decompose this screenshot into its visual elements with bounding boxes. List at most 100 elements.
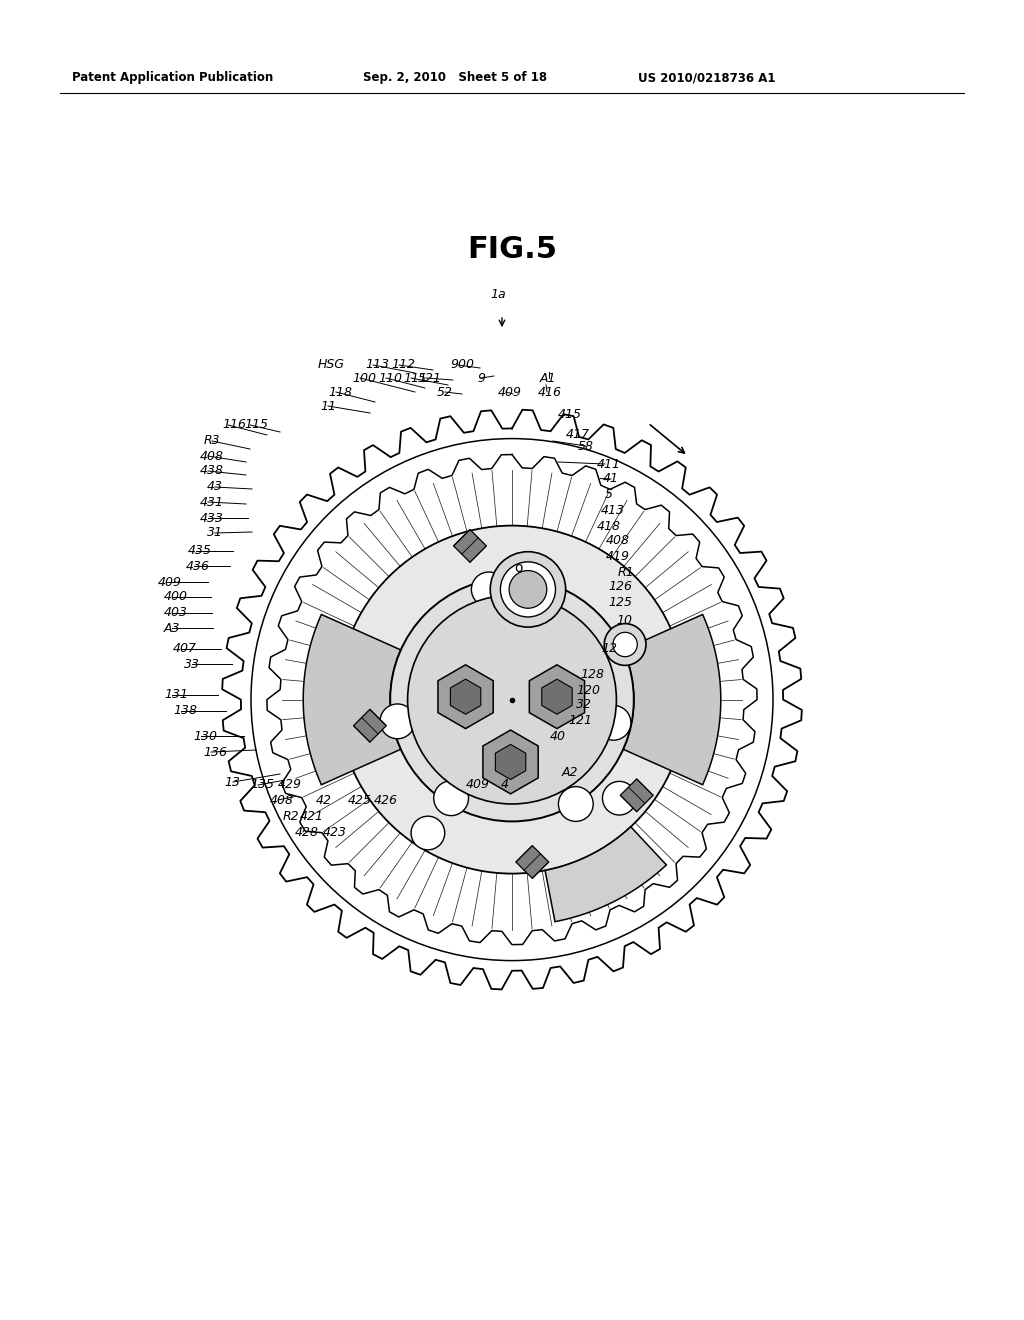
Polygon shape bbox=[303, 614, 400, 785]
Circle shape bbox=[434, 781, 469, 816]
Text: 118: 118 bbox=[328, 385, 352, 399]
Text: 4: 4 bbox=[501, 779, 509, 792]
Text: 409: 409 bbox=[158, 576, 182, 589]
Text: US 2010/0218736 A1: US 2010/0218736 A1 bbox=[638, 71, 775, 84]
Text: 33: 33 bbox=[184, 657, 200, 671]
Text: 135: 135 bbox=[250, 779, 274, 792]
Text: 125: 125 bbox=[608, 595, 632, 609]
Text: 138: 138 bbox=[173, 705, 197, 718]
Text: FIG.5: FIG.5 bbox=[467, 235, 557, 264]
Text: 42: 42 bbox=[316, 793, 332, 807]
Text: 411: 411 bbox=[597, 458, 621, 470]
Text: HSG: HSG bbox=[318, 359, 345, 371]
Text: 1a: 1a bbox=[490, 289, 506, 301]
Text: 425: 425 bbox=[348, 793, 372, 807]
Text: 11: 11 bbox=[319, 400, 336, 412]
Circle shape bbox=[501, 562, 555, 616]
Text: 136: 136 bbox=[203, 746, 227, 759]
Text: A2: A2 bbox=[562, 766, 579, 779]
Polygon shape bbox=[438, 665, 494, 729]
Text: 5: 5 bbox=[605, 488, 613, 502]
Text: 43: 43 bbox=[207, 480, 223, 494]
Polygon shape bbox=[451, 680, 481, 714]
Text: 418: 418 bbox=[597, 520, 621, 532]
Circle shape bbox=[613, 632, 637, 656]
Text: 400: 400 bbox=[164, 590, 188, 603]
Text: 40: 40 bbox=[550, 730, 566, 742]
Text: 116: 116 bbox=[222, 418, 246, 432]
Circle shape bbox=[604, 623, 646, 665]
Text: 423: 423 bbox=[323, 825, 347, 838]
Circle shape bbox=[509, 570, 547, 609]
Text: 110: 110 bbox=[378, 371, 402, 384]
Polygon shape bbox=[454, 529, 486, 562]
Text: 521: 521 bbox=[418, 371, 442, 384]
Text: 409: 409 bbox=[466, 779, 490, 792]
Text: 421: 421 bbox=[300, 809, 324, 822]
Text: 438: 438 bbox=[200, 465, 224, 478]
Text: 32: 32 bbox=[575, 698, 592, 711]
Text: 131: 131 bbox=[164, 689, 188, 701]
Text: 10: 10 bbox=[616, 614, 632, 627]
Text: 413: 413 bbox=[601, 503, 625, 516]
Text: Sep. 2, 2010   Sheet 5 of 18: Sep. 2, 2010 Sheet 5 of 18 bbox=[362, 71, 547, 84]
Polygon shape bbox=[624, 614, 721, 785]
Polygon shape bbox=[483, 730, 539, 793]
Text: 408: 408 bbox=[200, 450, 224, 462]
Circle shape bbox=[490, 552, 565, 627]
Text: 415: 415 bbox=[558, 408, 582, 421]
Circle shape bbox=[251, 438, 773, 961]
Polygon shape bbox=[496, 744, 525, 780]
Text: 111: 111 bbox=[403, 371, 427, 384]
Circle shape bbox=[338, 525, 686, 874]
Text: Patent Application Publication: Patent Application Publication bbox=[72, 71, 273, 84]
Text: 13: 13 bbox=[224, 776, 240, 788]
Text: 100: 100 bbox=[352, 371, 376, 384]
Text: 9: 9 bbox=[477, 371, 485, 384]
Text: 426: 426 bbox=[374, 793, 398, 807]
Text: 417: 417 bbox=[566, 429, 590, 441]
Text: 419: 419 bbox=[606, 549, 630, 562]
Text: 121: 121 bbox=[568, 714, 592, 726]
Text: 431: 431 bbox=[200, 495, 224, 508]
Circle shape bbox=[471, 572, 506, 607]
Text: 130: 130 bbox=[193, 730, 217, 742]
Text: 408: 408 bbox=[270, 793, 294, 807]
Circle shape bbox=[602, 781, 636, 814]
Text: 403: 403 bbox=[164, 606, 188, 619]
Text: R1: R1 bbox=[618, 565, 635, 578]
Text: 428: 428 bbox=[295, 825, 319, 838]
Circle shape bbox=[596, 705, 631, 741]
Polygon shape bbox=[516, 846, 549, 878]
Text: o: o bbox=[514, 561, 522, 576]
Polygon shape bbox=[529, 665, 585, 729]
Text: 115: 115 bbox=[244, 418, 268, 432]
Text: 435: 435 bbox=[188, 544, 212, 557]
Text: 41: 41 bbox=[603, 473, 618, 486]
Text: A1: A1 bbox=[540, 371, 556, 384]
Polygon shape bbox=[545, 826, 667, 921]
Text: 408: 408 bbox=[606, 535, 630, 548]
Text: 120: 120 bbox=[575, 684, 600, 697]
Text: 126: 126 bbox=[608, 581, 632, 594]
Text: R3: R3 bbox=[204, 434, 220, 447]
Text: 416: 416 bbox=[538, 385, 562, 399]
Text: 128: 128 bbox=[580, 668, 604, 681]
Circle shape bbox=[390, 578, 634, 821]
Text: 900: 900 bbox=[450, 359, 474, 371]
Text: 429: 429 bbox=[278, 779, 302, 792]
Text: 112: 112 bbox=[391, 359, 415, 371]
Polygon shape bbox=[222, 409, 802, 990]
Circle shape bbox=[380, 704, 415, 739]
Circle shape bbox=[408, 595, 616, 804]
Polygon shape bbox=[267, 454, 757, 945]
Text: 407: 407 bbox=[173, 643, 197, 656]
Text: R2: R2 bbox=[283, 809, 300, 822]
Text: 433: 433 bbox=[200, 511, 224, 524]
Text: 58: 58 bbox=[578, 440, 594, 453]
Polygon shape bbox=[621, 779, 653, 812]
Circle shape bbox=[411, 816, 444, 850]
Text: 31: 31 bbox=[207, 527, 223, 540]
Text: 409: 409 bbox=[498, 385, 522, 399]
Text: 12: 12 bbox=[601, 643, 617, 656]
